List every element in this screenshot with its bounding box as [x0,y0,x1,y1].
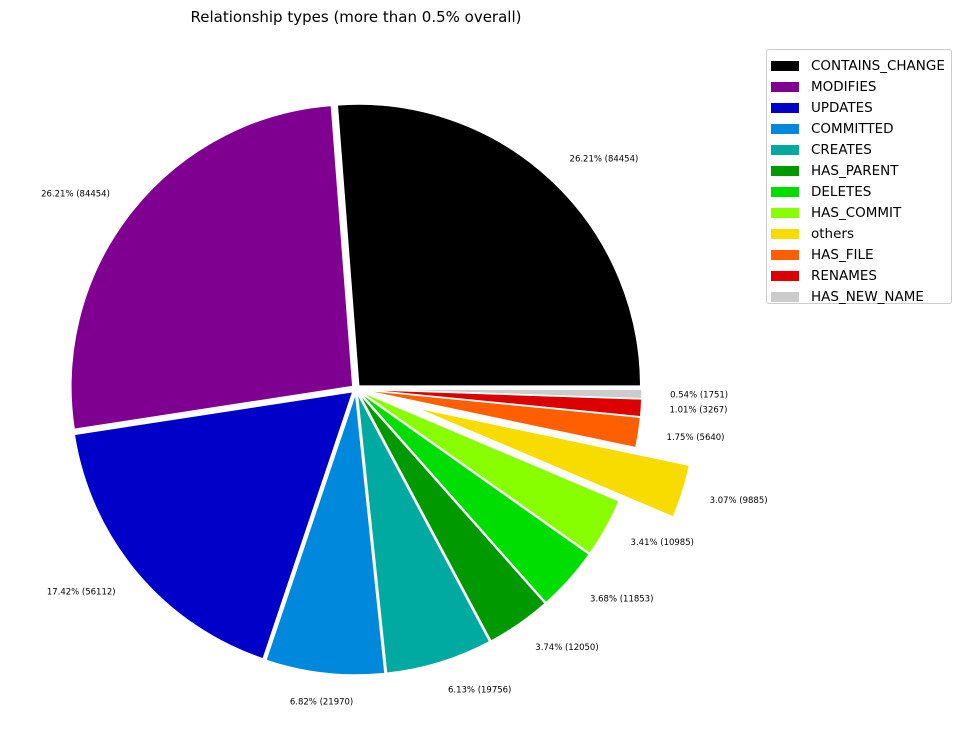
legend-item: MODIFIES [771,76,951,97]
legend-swatch [771,207,799,218]
slice-label: 6.13% (19756) [448,685,511,695]
slice-label: 3.07% (9885) [710,496,768,506]
legend-label: RENAMES [811,267,877,284]
legend-swatch [771,270,799,281]
pie-slice-committed [264,392,386,676]
pie-slice-contains-change [336,103,642,387]
slice-label: 26.21% (84454) [41,190,110,200]
pie-slice-has-commit [359,390,621,555]
slice-label: 6.82% (21970) [290,697,353,707]
legend-swatch [771,60,799,71]
legend-swatch [771,228,799,239]
legend-label: CREATES [811,141,872,158]
legend-item: HAS_NEW_NAME [771,286,951,307]
legend-swatch [771,249,799,260]
slice-label: 1.75% (5640) [667,433,725,443]
pie-slice-deletes [358,391,591,604]
legend-swatch [771,291,799,302]
legend-label: MODIFIES [811,78,877,95]
legend-label: DELETES [811,183,872,200]
slice-label: 0.54% (1751) [670,390,728,400]
legend-item: others [771,223,951,244]
legend-swatch [771,81,799,92]
pie-slice-creates [356,392,491,675]
legend-label: HAS_COMMIT [811,204,902,221]
chart-title: Relationship types (more than 0.5% overa… [190,8,522,26]
legend-label: HAS_NEW_NAME [811,288,924,305]
legend-item: UPDATES [771,97,951,118]
legend-swatch [771,165,799,176]
legend-item: HAS_FILE [771,244,951,265]
pie-slice-others [413,406,691,519]
legend-item: CREATES [771,139,951,160]
legend-swatch [771,123,799,134]
pie-slice-modifies [70,104,354,431]
legend-swatch [771,144,799,155]
slice-label: 17.42% (56112) [47,587,116,597]
legend-swatch [771,102,799,113]
legend-item: RENAMES [771,265,951,286]
slice-label: 3.41% (10985) [631,538,694,548]
legend-item: DELETES [771,181,951,202]
pie-slice-updates [73,390,355,660]
legend-item: HAS_COMMIT [771,202,951,223]
legend-label: HAS_PARENT [811,162,899,179]
legend-label: COMMITTED [811,120,894,137]
legend-item: HAS_PARENT [771,160,951,181]
legend-label: HAS_FILE [811,246,874,263]
legend-item: CONTAINS_CHANGE [771,55,951,76]
legend-label: CONTAINS_CHANGE [811,57,945,74]
slice-labels: 26.21% (84454) 26.21% (84454) 17.42% (5611… [41,155,767,708]
slice-label: 1.01% (3267) [670,406,728,416]
pie-slices [70,103,691,676]
legend-swatch [771,186,799,197]
slice-label: 26.21% (84454) [570,155,639,165]
slice-label: 3.68% (11853) [590,595,653,605]
pie-slice-has-parent [357,391,547,643]
legend-label: others [811,225,854,242]
slice-label: 3.74% (12050) [535,643,598,653]
legend: CONTAINS_CHANGE MODIFIES UPDATES COMMITTED C… [766,49,952,307]
legend-item: COMMITTED [771,118,951,139]
legend-label: UPDATES [811,99,873,116]
pie-slice-has-new-name [359,388,643,400]
